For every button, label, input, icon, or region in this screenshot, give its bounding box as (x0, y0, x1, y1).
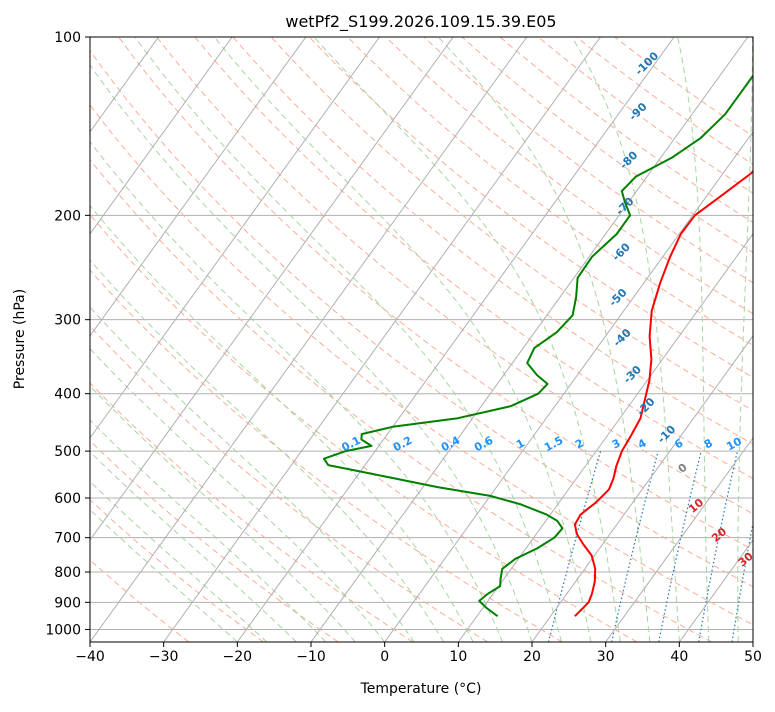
mixing-ratio-lines (549, 451, 775, 642)
dry-adiabat-label: -20 (634, 395, 657, 418)
mixing-ratio-label: 10 (724, 435, 744, 454)
dry-adiabat-label: -60 (610, 240, 633, 263)
y-tick-label: 1000 (45, 622, 81, 638)
mixing-ratio-label: 1 (514, 436, 527, 451)
y-tick-label: 900 (54, 595, 81, 611)
dry-adiabat-20 (0, 37, 562, 642)
x-tick-label: −20 (223, 649, 253, 665)
x-tick-label: 20 (523, 649, 541, 665)
plot-frame (90, 37, 753, 642)
dry-adiabat-10 (0, 37, 488, 642)
moist-adiabat-label: 10 (686, 496, 706, 516)
y-tick-label: 400 (54, 387, 81, 403)
chart-title: wetPf2_S199.2026.109.15.39.E05 (285, 12, 556, 32)
dry-adiabat-170 (500, 37, 775, 642)
dry-adiabat-label: -90 (626, 100, 649, 123)
y-tick-label: 300 (54, 313, 81, 329)
moist-adiabat-24 (135, 37, 562, 642)
dry-adiabat-label: -40 (611, 326, 634, 349)
isotherm--40 (90, 37, 527, 642)
y-tick-label: 700 (54, 531, 81, 547)
moist-adiabat-label: 0 (676, 461, 690, 476)
x-tick-label: 30 (597, 649, 615, 665)
moist-adiabat-12 (0, 37, 473, 642)
x-tick-label: 0 (380, 649, 389, 665)
isotherm--30 (164, 37, 601, 642)
skewed-isotherms (0, 37, 775, 642)
isotherm--60 (0, 37, 379, 642)
dry-adiabat--20 (0, 37, 263, 642)
isotherm--70 (0, 37, 306, 642)
y-axis-label: Pressure (hPa) (12, 289, 28, 389)
mixing-ratio-label: 4 (636, 436, 649, 451)
y-tick-label: 100 (54, 30, 81, 46)
mixing-ratio-line-0.1 (549, 451, 601, 642)
y-tick-label: 500 (54, 444, 81, 460)
series-temperature (575, 37, 775, 616)
x-tick-label: 50 (744, 649, 762, 665)
y-tick-label: 600 (54, 491, 81, 507)
isotherm--20 (237, 37, 674, 642)
moist-adiabat-20 (71, 37, 532, 642)
x-tick-label: −30 (149, 649, 179, 665)
moist-adiabat-16 (19, 37, 503, 642)
isotherm-50 (753, 37, 775, 642)
dry-adiabat-label: -70 (613, 194, 636, 217)
x-tick-label: −40 (75, 649, 105, 665)
moist-adiabat--12 (0, 37, 296, 642)
isotherm-20 (532, 37, 775, 642)
x-axis-label: Temperature (°C) (360, 681, 482, 697)
dry-adiabat-140 (386, 37, 775, 642)
dry-adiabat-label: -80 (617, 148, 640, 171)
mixing-ratio-label: 3 (610, 436, 623, 451)
moist-adiabat--16 (0, 37, 267, 642)
y-tick-label: 800 (54, 565, 81, 581)
isotherm-30 (606, 37, 775, 642)
isotherm--110 (0, 37, 11, 642)
dry-adiabat-180 (538, 37, 775, 642)
x-tick-label: −10 (296, 649, 326, 665)
dry-adiabat-50 (42, 37, 775, 642)
mixing-ratio-label: 13 (754, 435, 774, 454)
dry-adiabat-label: -50 (606, 286, 629, 309)
isotherm--50 (16, 37, 453, 642)
x-tick-label: 10 (449, 649, 467, 665)
y-tick-label: 200 (54, 208, 81, 224)
dry-adiabat-110 (271, 37, 775, 642)
moist-adiabat-label: 40 (756, 582, 775, 602)
mixing-ratio-line-0.2 (612, 451, 659, 642)
isotherm-40 (679, 37, 775, 642)
moist-adiabat-32 (314, 37, 620, 642)
moist-adiabat--20 (0, 37, 237, 642)
mixing-ratio-line-1.5 (768, 451, 775, 642)
x-tick-label: 40 (670, 649, 688, 665)
dry-adiabat--10 (0, 37, 338, 642)
